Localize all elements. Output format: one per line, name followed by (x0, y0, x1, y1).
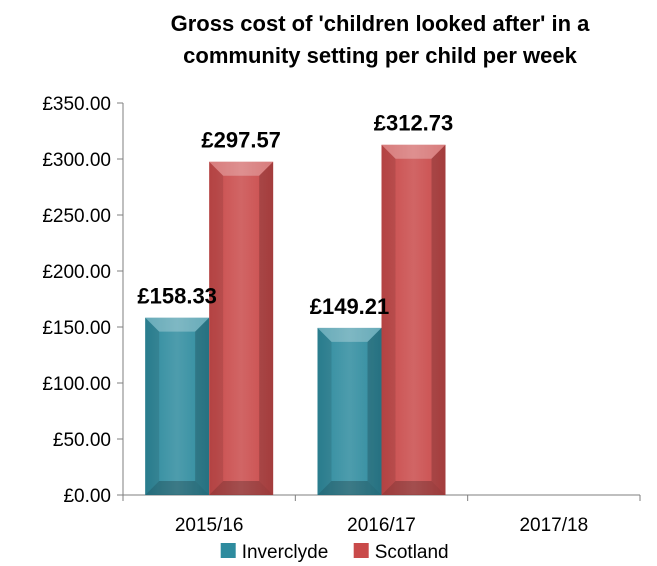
y-tick-label: £50.00 (53, 430, 111, 451)
legend: Inverclyde Scotland (220, 542, 449, 563)
data-label-group: £158.33 £297.57 £149.21 £312.73 (137, 111, 453, 319)
y-tick-label: £200.00 (42, 262, 111, 283)
legend-swatch (353, 543, 369, 558)
legend-swatch (220, 543, 236, 558)
chart-title: Gross cost of 'children looked after' in… (120, 8, 640, 72)
legend-item-scotland: Scotland (353, 542, 449, 563)
y-tick-label: £150.00 (42, 318, 111, 339)
bar-scotland-2015-16 (209, 161, 274, 495)
chart-axes: £0.00 £50.00 £100.00 £150.00 £200.00 £250.00 £… (42, 94, 641, 536)
y-tick-label: £250.00 (42, 206, 111, 227)
bar-inverclyde-2016-17 (317, 327, 382, 495)
data-label-inverclyde-2015-16: £158.33 (137, 284, 217, 309)
data-label-scotland-2016-17: £312.73 (374, 111, 454, 136)
legend-item-inverclyde: Inverclyde (220, 542, 329, 563)
bar-series-group (145, 144, 446, 495)
data-label-inverclyde-2016-17: £149.21 (310, 294, 390, 319)
x-tick-label: 2015/16 (175, 515, 244, 536)
legend-label: Scotland (375, 542, 449, 563)
y-tick-label: £0.00 (63, 486, 111, 507)
legend-label: Inverclyde (242, 542, 329, 563)
y-tick-label: £350.00 (42, 94, 111, 115)
x-tick-label: 2016/17 (347, 515, 416, 536)
chart-title-line-2: community setting per child per week (183, 43, 577, 68)
bar-scotland-2016-17 (381, 144, 446, 495)
x-tick-label: 2017/18 (519, 515, 588, 536)
data-label-scotland-2015-16: £297.57 (201, 128, 281, 153)
bar-inverclyde-2015-16 (145, 317, 210, 495)
y-tick-label: £300.00 (42, 150, 111, 171)
chart-title-line-1: Gross cost of 'children looked after' in… (170, 11, 590, 36)
y-tick-label: £100.00 (42, 374, 111, 395)
